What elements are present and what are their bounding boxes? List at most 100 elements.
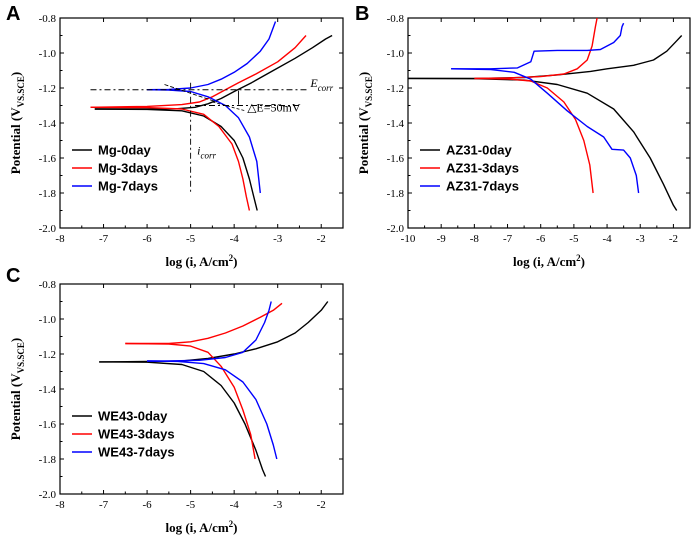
x-tick-label: -2	[669, 233, 678, 245]
y-axis-title-end: )	[356, 72, 371, 76]
x-tick-label: -8	[55, 233, 65, 245]
x-axis-title-sup: 2	[229, 519, 234, 529]
panel-letter-c: C	[6, 265, 20, 287]
series-line-we43-3days-cathodic	[125, 342, 256, 460]
x-axis-title: log (i, A/cm2)	[165, 253, 237, 269]
y-tick-label: -0.8	[39, 279, 57, 291]
x-tick-label: -2	[317, 233, 326, 245]
y-tick-label: -0.8	[39, 13, 57, 25]
x-axis-title-end: )	[233, 520, 237, 535]
panel-c-chart: C -8 -7 -6 -5 -4 -3 -2 -2.0 -1.8 -1.6 -1.4 -1.2 -1.0 -…	[6, 265, 344, 535]
y-tick-label: -1.0	[387, 48, 405, 60]
y-tick-label: -0.8	[387, 13, 405, 25]
series-line-az31-0day-anodic	[408, 35, 683, 80]
x-tick-label: -6	[536, 233, 546, 245]
x-tick-label: -3	[273, 233, 283, 245]
y-tick-label: -1.6	[387, 153, 405, 165]
series-line-az31-3days-cathodic	[474, 77, 594, 194]
delta-leader	[212, 101, 246, 112]
y-axis-title-sub: VS.SCE	[16, 76, 26, 107]
x-axis-title-end: )	[581, 254, 585, 269]
y-axis-title-end: )	[8, 338, 23, 342]
x-axis-title-main: log (i, A/cm	[165, 520, 228, 535]
series-line-we43-3days-anodic	[125, 302, 283, 345]
y-axis-title: Potential (VVS.SCE)	[356, 72, 374, 174]
y-tick-label: -1.4	[39, 118, 57, 130]
y-tick-label: -1.2	[387, 83, 404, 95]
x-tick-label: -7	[99, 499, 109, 511]
x-tick-label: -5	[186, 499, 196, 511]
y-axis-title-sub: VS.SCE	[16, 342, 26, 373]
y-tick-label: -1.8	[387, 188, 405, 200]
x-axis-title: log (i, A/cm2)	[513, 253, 585, 269]
panel-letter-a: A	[6, 3, 20, 25]
x-axis-title-main: log (i, A/cm	[165, 254, 228, 269]
series-line-az31-7days-cathodic	[451, 68, 640, 194]
x-tick-label: -8	[470, 233, 480, 245]
panel-a-chart: A -8 -7 -6 -5 -4 -3 -2 -2.0 -1.8 -1.6 -1.4 -1.2 -1.0 -…	[6, 3, 344, 269]
y-axis-title-end: )	[8, 72, 23, 76]
x-axis-title-main: log (i, A/cm	[513, 254, 576, 269]
series-line-mg-0day-cathodic	[94, 108, 258, 211]
legend-label: Mg-0day	[98, 143, 152, 158]
x-axis-title: log (i, A/cm2)	[165, 519, 237, 535]
legend-label: AZ31-3days	[446, 161, 519, 176]
legend-label: WE43-3days	[98, 427, 175, 442]
series-line-we43-0day-cathodic	[99, 361, 267, 477]
y-axis-title-sub: VS.SCE	[364, 76, 374, 107]
y-tick-label: -1.0	[39, 314, 57, 326]
x-tick-label: -10	[401, 233, 416, 245]
legend-label: AZ31-0day	[446, 143, 513, 158]
x-tick-label: -8	[55, 499, 65, 511]
y-tick-label: -1.2	[39, 83, 56, 95]
x-tick-label: -7	[503, 233, 513, 245]
panel-letter-b: B	[355, 3, 369, 25]
legend-label: Mg-3days	[98, 161, 158, 176]
y-axis-title-main: Potential (V	[8, 373, 23, 440]
series-line-mg-3days-cathodic	[90, 106, 251, 211]
x-axis-title-end: )	[233, 254, 237, 269]
y-tick-label: -2.0	[39, 489, 57, 501]
x-tick-label: -6	[142, 233, 152, 245]
panel-b-chart: B -10 -9 -8 -7 -6 -5 -4 -3 -2 -2.0 -1.8 -1.6 -1.4 -1.2…	[355, 3, 691, 269]
ecorr-label-part: corr	[318, 83, 334, 93]
x-tick-label: -6	[142, 499, 152, 511]
x-tick-label: -4	[602, 233, 612, 245]
legend-label: AZ31-7days	[446, 179, 519, 194]
legend-label: WE43-7days	[98, 445, 175, 460]
icorr-label-part: i	[197, 144, 200, 158]
legend-label: WE43-0day	[98, 409, 168, 424]
icorr-label-part: corr	[200, 151, 216, 161]
ecorr-label: Ecorr	[309, 76, 333, 93]
series-line-mg-7days-anodic	[147, 21, 277, 91]
y-tick-label: -1.0	[39, 48, 57, 60]
series-line-az31-0day-cathodic	[407, 77, 678, 211]
x-tick-label: -4	[230, 233, 240, 245]
x-tick-label: -3	[273, 499, 283, 511]
series-line-we43-7days-cathodic	[147, 360, 278, 460]
y-tick-label: -1.4	[39, 384, 57, 396]
y-axis-title-main: Potential (V	[356, 107, 371, 174]
x-tick-label: -5	[186, 233, 196, 245]
x-tick-label: -3	[636, 233, 646, 245]
tafel-tangent-line	[164, 84, 217, 103]
x-axis-title-sup: 2	[229, 253, 234, 263]
plot-frame	[59, 17, 344, 229]
x-tick-label: -2	[317, 499, 326, 511]
plot-frame	[59, 283, 344, 495]
y-axis-title: Potential (VVS.SCE)	[8, 338, 26, 440]
x-tick-label: -5	[569, 233, 579, 245]
y-tick-label: -2.0	[39, 223, 57, 235]
x-tick-label: -7	[99, 233, 109, 245]
y-tick-label: -1.6	[39, 153, 57, 165]
legend-label: Mg-7days	[98, 179, 158, 194]
x-axis-title-sup: 2	[576, 253, 581, 263]
x-tick-label: -4	[230, 499, 240, 511]
y-axis-title-main: Potential (V	[8, 107, 23, 174]
y-tick-label: -2.0	[387, 223, 405, 235]
delta-e-label: △E=50mV	[247, 101, 301, 115]
x-tick-label: -9	[437, 233, 447, 245]
y-axis-title: Potential (VVS.SCE)	[8, 72, 26, 174]
series-line-az31-7days-anodic	[451, 22, 625, 70]
